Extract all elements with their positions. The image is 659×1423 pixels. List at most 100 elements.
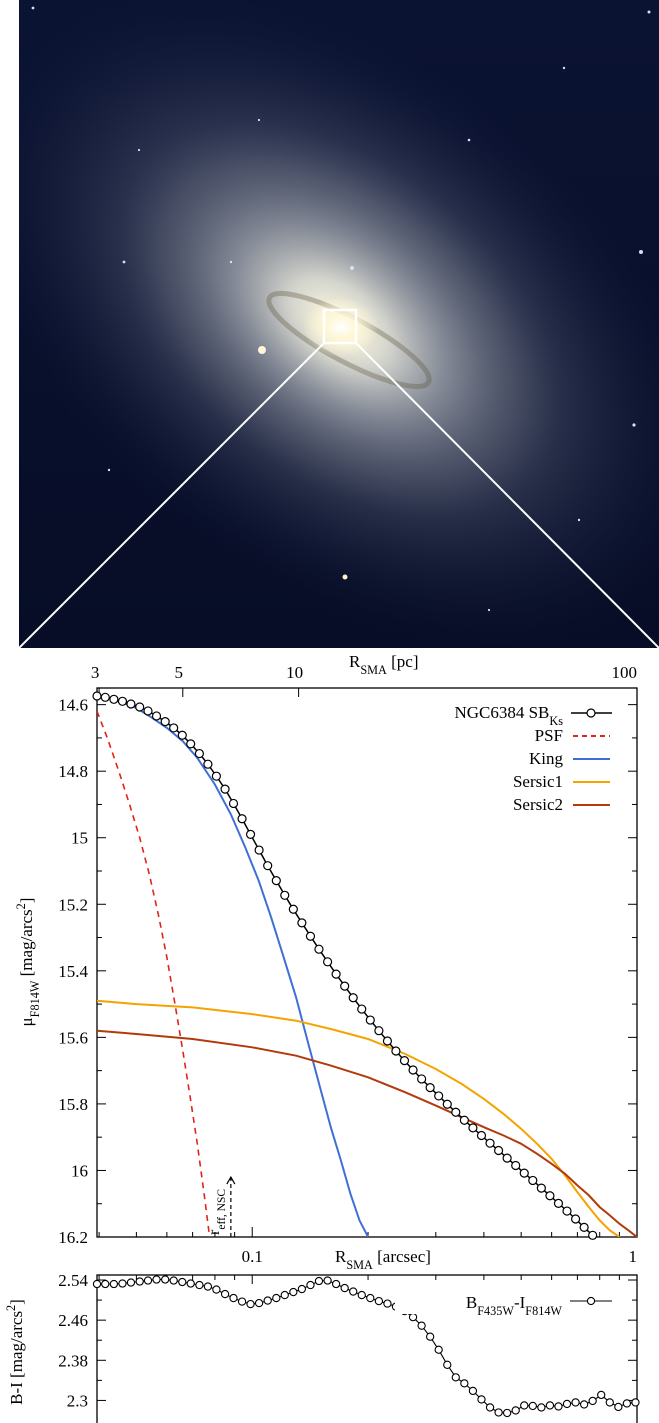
foreground-star: [632, 423, 636, 427]
bi-point: [161, 1275, 170, 1284]
bi-point: [383, 1299, 392, 1308]
sb-point: [228, 798, 239, 809]
y-tick-label: 16: [71, 1161, 88, 1180]
top-tick-label: 5: [175, 663, 184, 682]
top-axis-label: RSMA [pc]: [349, 652, 419, 677]
sb-point: [117, 696, 128, 706]
sb-point: [203, 759, 213, 769]
y-axis-label: μF814W [mag/arcs2]: [14, 898, 42, 1027]
bi-point: [92, 1279, 102, 1289]
color-y-axis-label: B-I [mag/arcs2]: [4, 1299, 26, 1405]
y-tick-label: 15.6: [58, 1028, 88, 1047]
y-tick-label: 14.8: [58, 762, 88, 781]
sb-point: [459, 1115, 469, 1125]
bi-point: [169, 1276, 178, 1285]
sb-point: [425, 1083, 435, 1093]
y-tick-label: 15.4: [58, 962, 88, 981]
sb-point: [579, 1222, 589, 1232]
bi-point: [605, 1398, 614, 1407]
bi-point: [545, 1401, 555, 1410]
bi-point: [272, 1293, 281, 1303]
legend-marker-sb: [586, 708, 596, 718]
bi-point: [588, 1396, 597, 1406]
y-tick-label: 15.8: [58, 1095, 88, 1114]
galaxy-bulge-core: [303, 297, 379, 357]
bi-point: [229, 1293, 238, 1303]
sb-point: [365, 1015, 375, 1025]
bi-point: [306, 1280, 315, 1290]
sb-point: [417, 1074, 427, 1084]
sb-point: [186, 739, 196, 749]
foreground-star: [350, 266, 354, 270]
bi-point: [451, 1373, 460, 1382]
series-king: [97, 693, 369, 1237]
zoom-line-right: [355, 342, 659, 648]
bi-point: [614, 1402, 623, 1412]
bi-point: [118, 1279, 127, 1288]
foreground-star: [258, 346, 266, 354]
x-tick-label: 0.1: [242, 1247, 263, 1266]
sb-point: [408, 1065, 418, 1075]
sb-point: [451, 1107, 461, 1117]
bi-point: [280, 1290, 289, 1300]
sb-point: [305, 931, 316, 941]
reff-arrow-head: [226, 1175, 236, 1185]
bi-point: [494, 1408, 503, 1417]
y-tick-label: 15: [71, 829, 88, 848]
bi-point: [537, 1403, 546, 1412]
legend-label-sersic1: Sersic1: [513, 772, 563, 791]
foreground-star: [487, 608, 491, 612]
sb-point: [160, 717, 170, 727]
sb-point: [485, 1138, 495, 1148]
legend-label-sb: NGC6384 SBKs: [454, 703, 563, 728]
color-legend-marker: [586, 1296, 596, 1306]
foreground-star: [31, 6, 35, 10]
bi-point: [443, 1360, 452, 1369]
foreground-star: [577, 518, 581, 522]
sb-point: [502, 1153, 512, 1163]
sb-point: [297, 918, 307, 928]
bi-point: [468, 1386, 478, 1396]
bi-point: [152, 1275, 161, 1284]
sb-point: [100, 692, 110, 702]
bi-point: [597, 1390, 606, 1400]
bi-point: [195, 1280, 204, 1290]
bi-point: [297, 1284, 307, 1294]
bi-point: [477, 1395, 486, 1404]
sb-point: [169, 723, 179, 733]
x-tick-label: 1: [629, 1247, 638, 1266]
bi-point: [126, 1278, 136, 1287]
bi-point: [203, 1282, 213, 1291]
series-sersic1: [97, 999, 620, 1237]
sb-point: [211, 771, 221, 781]
sb-point: [511, 1160, 521, 1171]
foreground-star: [639, 250, 643, 254]
sb-point: [468, 1123, 478, 1133]
series-sb-line: [97, 695, 596, 1237]
zoom-line-left: [19, 342, 325, 648]
surface-brightness-figure: 14.6 14.8 15 15.2 15.4 15.6 15.8 16 16.2 0.1 1 3 5 10…: [4, 652, 640, 1423]
sb-point: [442, 1099, 452, 1109]
color-legend-bg: [395, 1290, 563, 1314]
sb-point: [177, 730, 187, 740]
bi-point: [314, 1276, 324, 1286]
sb-point: [588, 1230, 598, 1240]
foreground-star: [229, 260, 233, 264]
bi-point: [631, 1398, 640, 1407]
sb-point: [340, 981, 350, 991]
sb-point: [562, 1206, 572, 1216]
bi-point: [246, 1299, 255, 1309]
sb-point: [528, 1175, 538, 1186]
sb-point: [254, 845, 264, 855]
foreground-star: [647, 10, 651, 14]
bi-point: [571, 1398, 580, 1407]
bi-point: [520, 1401, 529, 1410]
bi-point: [502, 1408, 512, 1418]
bi-point: [366, 1293, 375, 1303]
bi-point: [511, 1406, 520, 1415]
bi-point: [434, 1345, 443, 1354]
sb-point: [493, 1145, 504, 1156]
sb-point: [135, 702, 145, 712]
legend-label-king: King: [529, 749, 564, 768]
y-tick-label: 15.2: [58, 895, 88, 914]
